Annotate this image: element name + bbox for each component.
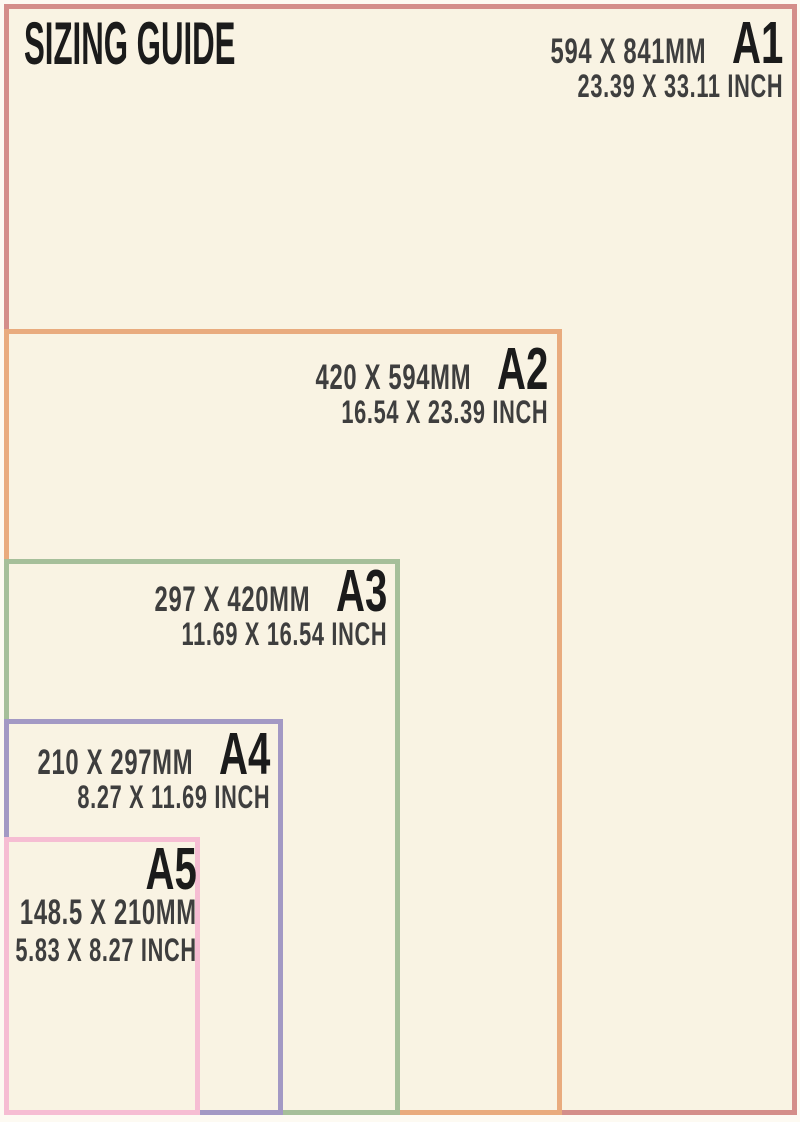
a3-label: 297 X 420MM A3 11.69 X 16.54 INCH — [154, 558, 387, 653]
a4-inch-dimensions: 8.27 X 11.69 INCH — [76, 779, 270, 816]
a5-label: A5 148.5 X 210MM 5.83 X 8.27 INCH — [15, 836, 198, 969]
a3-code: A3 — [335, 558, 387, 624]
a2-inch-dimensions: 16.54 X 23.39 INCH — [341, 394, 548, 431]
a1-inch-dimensions: 23.39 X 33.11 INCH — [577, 68, 783, 105]
a2-code: A2 — [496, 336, 548, 402]
a1-label: 594 X 841MM A1 23.39 X 33.11 INCH — [550, 10, 783, 105]
a5-size-outline — [4, 837, 200, 1115]
a4-label-row: 210 X 297MM A4 — [37, 721, 270, 787]
a5-label-row: A5 — [16, 836, 197, 902]
a5-inch-dimensions: 5.83 X 8.27 INCH — [15, 932, 197, 969]
a2-mm-dimensions: 420 X 594MM — [315, 358, 471, 397]
a5-mm-dimensions: 148.5 X 210MM — [20, 893, 198, 933]
page-title: SIZING GUIDE — [24, 10, 236, 77]
a1-mm-dimensions: 594 X 841MM — [550, 32, 706, 71]
a4-mm-dimensions: 210 X 297MM — [37, 743, 193, 782]
a1-label-row: 594 X 841MM A1 — [550, 10, 783, 76]
a1-code: A1 — [731, 10, 783, 76]
a2-label-row: 420 X 594MM A2 — [315, 336, 548, 402]
a4-code: A4 — [218, 721, 270, 787]
a4-label: 210 X 297MM A4 8.27 X 11.69 INCH — [37, 721, 270, 816]
a3-mm-dimensions: 297 X 420MM — [154, 580, 310, 619]
a3-label-row: 297 X 420MM A3 — [154, 558, 387, 624]
a3-inch-dimensions: 11.69 X 16.54 INCH — [181, 616, 387, 653]
a2-label: 420 X 594MM A2 16.54 X 23.39 INCH — [315, 336, 548, 431]
a5-code: A5 — [145, 836, 197, 902]
